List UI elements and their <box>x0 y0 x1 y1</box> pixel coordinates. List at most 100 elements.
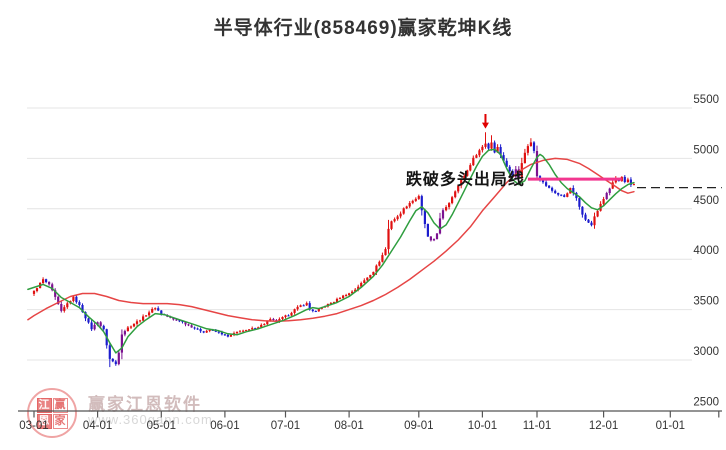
seal-char: 江 <box>36 397 52 413</box>
candle <box>457 184 460 194</box>
candle <box>399 211 402 219</box>
candle <box>523 148 526 164</box>
candle <box>381 252 384 263</box>
y-tick-label: 4000 <box>693 245 719 257</box>
candle <box>314 310 317 313</box>
candle <box>338 297 342 300</box>
candle <box>451 195 454 205</box>
candle <box>557 192 560 197</box>
peak-down-arrow-icon <box>481 114 489 129</box>
candle <box>420 194 423 216</box>
candle <box>548 185 551 189</box>
candle <box>235 331 239 335</box>
candle <box>426 223 429 237</box>
candle <box>460 179 463 189</box>
candle <box>445 205 448 212</box>
candle <box>529 138 532 147</box>
candle <box>581 206 584 218</box>
candle <box>87 317 90 324</box>
candle <box>448 202 451 210</box>
candle <box>566 192 569 198</box>
y-tick-label: 2500 <box>693 396 719 408</box>
candle <box>414 197 417 202</box>
candle <box>35 287 39 293</box>
candle <box>572 185 575 196</box>
candle <box>472 155 475 166</box>
candle <box>108 342 111 368</box>
x-tick-label: 03-01 <box>19 420 48 432</box>
candle <box>120 329 123 360</box>
candle <box>578 197 581 210</box>
candle <box>487 142 490 151</box>
ma-fast-line <box>27 148 635 354</box>
candle <box>478 148 481 158</box>
candle <box>454 190 457 199</box>
candle <box>432 238 436 242</box>
candle <box>584 212 587 221</box>
x-tick-label: 05-01 <box>147 420 176 432</box>
ma-slow-line <box>27 157 635 322</box>
candle <box>190 324 193 328</box>
candle <box>196 327 199 330</box>
y-tick-label: 5000 <box>693 144 719 156</box>
candle <box>463 173 466 181</box>
candle <box>66 301 69 309</box>
candle <box>42 277 45 284</box>
candle <box>484 132 487 149</box>
candle <box>238 330 242 333</box>
grid-layer <box>27 107 692 361</box>
candle <box>75 295 78 304</box>
candle <box>205 329 208 333</box>
candle <box>48 281 51 286</box>
candle <box>402 207 405 215</box>
candle <box>632 183 635 186</box>
candle <box>151 307 154 314</box>
candle <box>411 199 414 205</box>
x-tick-label: 04-01 <box>83 420 112 432</box>
candle <box>429 236 432 242</box>
candle <box>281 316 284 321</box>
seal-char: 恩 <box>36 413 52 429</box>
y-tick-label: 3500 <box>693 296 719 308</box>
candle <box>305 301 308 306</box>
candle <box>545 180 548 187</box>
candle <box>408 201 411 209</box>
candle <box>139 319 142 323</box>
seal-char: 赢 <box>52 397 68 413</box>
x-axis: 03-01 04-01 05-01 06-01 07-01 08-01 09-01 10-01… <box>18 410 722 432</box>
candle <box>514 166 517 180</box>
candle <box>223 334 226 336</box>
candle <box>78 300 81 307</box>
candle <box>605 191 608 200</box>
candle <box>157 306 160 312</box>
candle <box>505 158 508 168</box>
winner-gann-logo-icon: 江 赢 恩 家 <box>27 388 77 438</box>
candle <box>526 144 529 156</box>
candle <box>481 145 484 153</box>
candle <box>590 220 593 227</box>
candle <box>554 189 557 194</box>
candle <box>63 305 66 313</box>
candle <box>596 210 599 218</box>
candle <box>45 278 48 284</box>
candle <box>193 326 196 330</box>
candle <box>469 163 472 172</box>
candle <box>423 208 426 229</box>
candle <box>390 220 393 231</box>
candle <box>290 311 293 317</box>
candle <box>575 191 578 201</box>
candles-layer <box>32 132 635 368</box>
candle <box>441 208 445 220</box>
candle <box>296 305 299 311</box>
candle <box>348 292 351 297</box>
candle <box>111 358 114 363</box>
candle <box>202 330 205 334</box>
candle <box>626 177 629 183</box>
candle <box>532 141 536 154</box>
candle <box>54 288 57 300</box>
candle <box>93 322 96 331</box>
watermark-url: www.360gann.com <box>88 412 213 427</box>
candle <box>311 309 314 313</box>
